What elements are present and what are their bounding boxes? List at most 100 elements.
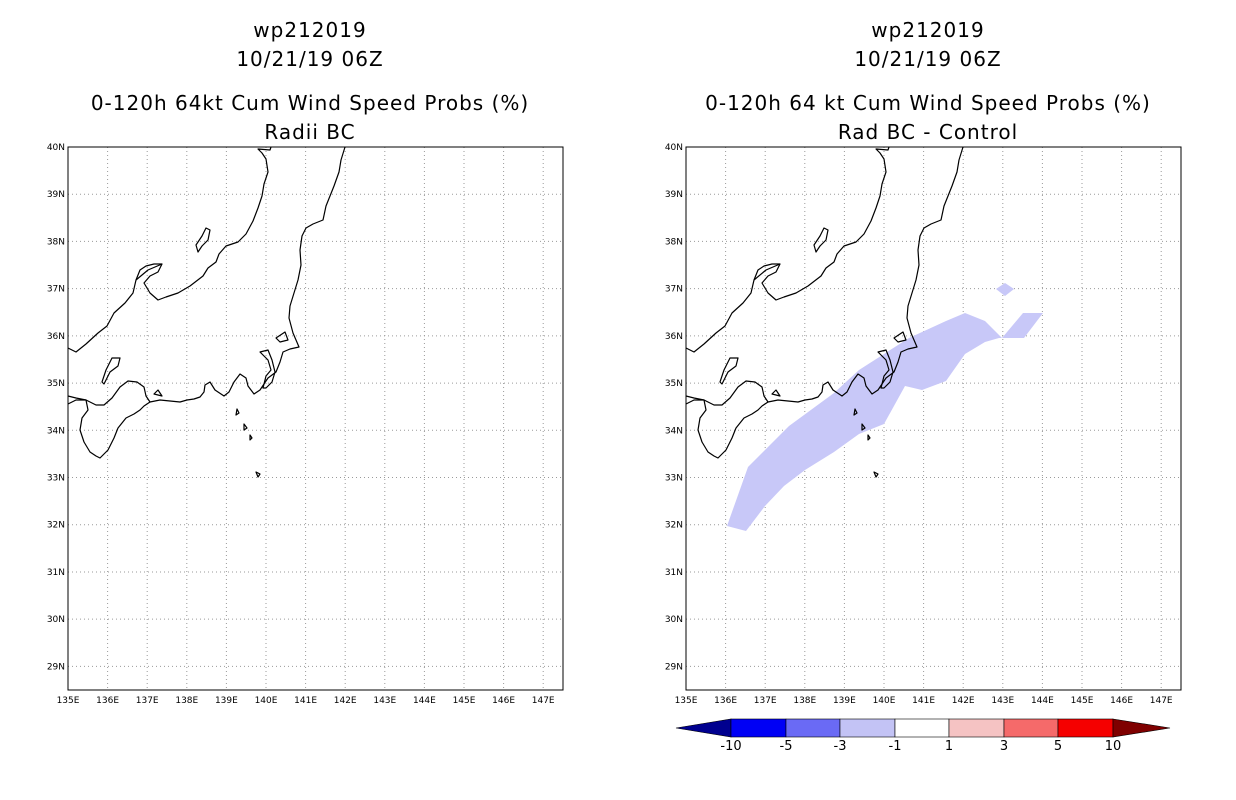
lon-tick-label: 137E [136, 696, 159, 706]
coastline-segment [67, 399, 151, 459]
coastline-segment [753, 263, 780, 281]
lon-tick-label: 143E [991, 696, 1014, 706]
left-map: 29N 30N 31N 32N 33N 34N 35N 36N 37N 38N 39N 40N 135… [47, 143, 564, 706]
coastline-segment [877, 349, 894, 389]
lat-tick-label: 38N [47, 237, 65, 247]
lon-tick-label: 141E [294, 696, 317, 706]
lat-tick-label: 29N [47, 662, 65, 672]
left-map-frame [67, 146, 564, 691]
right-panel-titles: wp212019 10/21/19 06Z 0-120h 64 kt Cum W… [705, 18, 1151, 144]
left-panel-titles: wp212019 10/21/19 06Z 0-120h 64kt Cum Wi… [91, 18, 529, 144]
lon-tick-label: 139E [215, 696, 238, 706]
lon-tick-label: 140E [873, 696, 896, 706]
coastline-segment [719, 357, 739, 385]
coastline-segment [153, 389, 163, 397]
coastline-segment [249, 434, 253, 441]
colorbar-bin-5-10 [1057, 718, 1114, 738]
lat-tick-label: 33N [47, 474, 65, 484]
colorbar-label: -5 [780, 739, 793, 754]
left-main-title: 0-120h 64kt Cum Wind Speed Probs (%) [91, 91, 529, 115]
lon-tick-label: 138E [793, 696, 816, 706]
lat-tick-label: 37N [47, 285, 65, 295]
left-lon-labels: 135E 136E 137E 138E 139E 140E 141E 142E 143E 144E… [57, 696, 555, 706]
lon-tick-label: 139E [833, 696, 856, 706]
coastline-segment [873, 471, 879, 478]
colorbar-label: -10 [720, 739, 741, 754]
lat-tick-label: 40N [665, 143, 683, 153]
colorbar-bin--10--5 [730, 718, 787, 738]
coastline-segment [235, 408, 240, 416]
coastline-segment [243, 423, 248, 431]
lat-tick-label: 31N [47, 568, 65, 578]
coastline-segment [101, 357, 121, 385]
colorbar-label: 10 [1105, 739, 1122, 754]
lat-tick-label: 35N [47, 379, 65, 389]
coastline-segment [813, 227, 829, 253]
lon-tick-label: 142E [334, 696, 357, 706]
left-datetime: 10/21/19 06Z [236, 47, 383, 71]
right-main-title: 0-120h 64 kt Cum Wind Speed Probs (%) [705, 91, 1151, 115]
colorbar-label: -3 [834, 739, 847, 754]
colorbar-bin--1-1 [894, 718, 950, 738]
coastline-segment [861, 423, 866, 431]
colorbar-bin--3--1 [839, 718, 896, 738]
lon-tick-label: 146E [1110, 696, 1133, 706]
lat-tick-label: 35N [665, 379, 683, 389]
coastline-segment [195, 227, 211, 253]
coastline-segment [685, 399, 769, 459]
probability-difference-shading [727, 313, 1043, 531]
right-lon-labels: 135E 136E 137E 138E 139E 140E 141E 142E 143E 144E… [675, 696, 1173, 706]
lat-tick-label: 34N [47, 426, 65, 436]
left-gridlines [68, 147, 563, 690]
lat-tick-label: 29N [665, 662, 683, 672]
coastline-segment [135, 263, 162, 281]
lat-tick-label: 39N [47, 190, 65, 200]
right-subtitle: Rad BC - Control [838, 120, 1018, 144]
lon-tick-label: 147E [1150, 696, 1173, 706]
probability-difference-shading-islet [996, 283, 1014, 296]
lon-tick-label: 146E [492, 696, 515, 706]
lat-tick-label: 36N [665, 332, 683, 342]
colorbar: -10 -5 -3 -1 1 3 5 10 [675, 718, 1171, 754]
coastline-segment [255, 471, 261, 478]
colorbar-bin-3-5 [1003, 718, 1059, 738]
coastline-segment [685, 146, 964, 406]
lat-tick-label: 38N [665, 237, 683, 247]
left-storm-id: wp212019 [253, 18, 366, 42]
lon-tick-label: 138E [175, 696, 198, 706]
lon-tick-label: 145E [453, 696, 476, 706]
lat-tick-label: 37N [665, 285, 683, 295]
coastline-segment [275, 331, 289, 343]
lat-tick-label: 34N [665, 426, 683, 436]
lat-tick-label: 32N [47, 521, 65, 531]
coastline-segment [867, 434, 871, 441]
lon-tick-label: 141E [912, 696, 935, 706]
lon-tick-label: 144E [413, 696, 436, 706]
coastline-segment [853, 408, 858, 416]
colorbar-low-arrow [675, 718, 732, 738]
coastline-segment [685, 146, 890, 353]
lat-tick-label: 36N [47, 332, 65, 342]
coastline-segment [67, 146, 272, 353]
colorbar-bin-1-3 [948, 718, 1005, 738]
coastline-segment [893, 331, 907, 343]
colorbar-label: 3 [1000, 739, 1008, 754]
left-subtitle: Radii BC [264, 120, 355, 144]
lat-tick-label: 32N [665, 521, 683, 531]
lat-tick-label: 30N [665, 615, 683, 625]
lat-tick-label: 40N [47, 143, 65, 153]
colorbar-label: -1 [889, 739, 902, 754]
coastline-segment [259, 349, 276, 389]
lon-tick-label: 137E [754, 696, 777, 706]
colorbar-label: 5 [1054, 739, 1062, 754]
right-gridlines [686, 147, 1181, 690]
right-datetime: 10/21/19 06Z [854, 47, 1001, 71]
right-coastline [685, 146, 964, 478]
lat-tick-label: 33N [665, 474, 683, 484]
lon-tick-label: 135E [57, 696, 80, 706]
lon-tick-label: 136E [714, 696, 737, 706]
colorbar-high-arrow [1112, 718, 1171, 738]
lon-tick-label: 136E [96, 696, 119, 706]
lon-tick-label: 135E [675, 696, 698, 706]
